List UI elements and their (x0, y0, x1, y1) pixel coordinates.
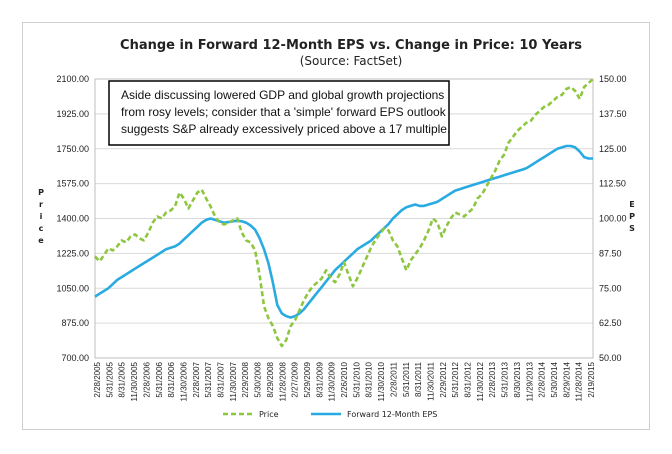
left-y-axis-label: Price (38, 188, 44, 245)
x-tick-label: 11/30/2006 (179, 361, 188, 401)
x-tick-label: 2/29/2012 (439, 361, 448, 397)
legend: Price Forward 12-Month EPS (223, 410, 437, 419)
x-tick-label: 5/31/2007 (204, 361, 213, 397)
eps-vs-price-chart: Change in Forward 12-Month EPS vs. Chang… (38, 38, 635, 419)
x-tick-label: 11/30/2011 (426, 361, 435, 400)
x-tick-label: 2/28/2006 (142, 361, 151, 397)
left-y-axis-label-letter: r (39, 200, 43, 209)
right-y-tick-label: 100.00 (599, 214, 627, 224)
x-tick-label: 11/30/2010 (377, 361, 386, 401)
x-tick-label: 5/29/2009 (303, 361, 312, 397)
right-y-tick-label: 50.00 (599, 353, 622, 363)
x-tick-label: 2/28/2011 (389, 361, 398, 397)
right-y-axis-label-letter: P (629, 212, 635, 221)
left-y-axis-label-letter: i (40, 212, 43, 221)
left-y-tick-label: 700.00 (61, 353, 89, 363)
x-tick-label: 5/31/2006 (155, 361, 164, 397)
left-y-axis-label-letter: e (38, 236, 44, 245)
left-y-tick-label: 1400.00 (56, 214, 89, 224)
right-y-axis-label: EPS (629, 200, 635, 233)
x-tick-label: 11/30/2009 (328, 361, 337, 401)
x-tick-label: 2/26/2010 (340, 361, 349, 397)
x-tick-label: 11/28/2014 (575, 361, 584, 401)
x-tick-label: 8/31/2011 (414, 361, 423, 397)
series-line-price (94, 78, 594, 348)
x-tick-label: 11/30/2005 (130, 361, 139, 401)
x-tick-label: 5/31/2011 (402, 361, 411, 397)
right-y-tick-label: 125.00 (599, 144, 627, 154)
left-y-tick-label: 1750.00 (56, 144, 89, 154)
right-y-axis-label-letter: E (629, 200, 634, 209)
right-y-tick-label: 137.50 (599, 109, 627, 119)
right-y-tick-label: 75.00 (599, 283, 622, 293)
left-y-tick-label: 875.00 (61, 318, 89, 328)
x-tick-label: 11/28/2008 (278, 361, 287, 401)
annotation-line-2: from rosy levels; consider that a 'simpl… (121, 105, 447, 119)
x-tick-label: 5/30/2008 (254, 361, 263, 397)
x-tick-label: 8/31/2006 (167, 361, 176, 397)
x-tick-label: 5/31/2010 (352, 361, 361, 397)
chart-frame: Change in Forward 12-Month EPS vs. Chang… (22, 22, 650, 430)
x-tick-label: 2/28/2013 (488, 361, 497, 397)
x-tick-label: 2/28/2014 (538, 361, 547, 397)
chart-subtitle: (Source: FactSet) (300, 54, 403, 68)
x-tick-label: 5/31/2012 (451, 361, 460, 397)
x-tick-label: 8/31/2012 (464, 361, 473, 397)
right-y-tick-label: 112.50 (599, 179, 626, 189)
right-y-axis-label-letter: S (629, 224, 635, 233)
left-y-axis-ticks: 2100.00 1925.00 1750.00 1575.00 1400.00 1225.… (56, 74, 89, 363)
x-tick-label: 5/31/2005 (105, 361, 114, 397)
chart-title: Change in Forward 12-Month EPS vs. Chang… (120, 38, 582, 53)
annotation-box: Aside discussing lowered GDP and global … (108, 80, 450, 146)
left-y-axis-label-letter: c (39, 224, 44, 233)
annotation-line-3: suggests S&P already excessively priced … (121, 122, 450, 136)
series-line-forward-eps (94, 144, 593, 319)
x-tick-label: 2/27/2009 (291, 361, 300, 397)
x-tick-label: 2/29/2008 (241, 361, 250, 397)
left-y-tick-label: 2100.00 (56, 74, 89, 84)
x-tick-label: 11/30/2012 (476, 361, 485, 401)
legend-label-price: Price (259, 410, 279, 419)
x-tick-label: 5/30/2014 (550, 361, 559, 397)
x-tick-label: 11/30/2007 (229, 361, 238, 401)
plot-area-border (94, 78, 594, 359)
right-y-tick-label: 87.50 (599, 248, 622, 258)
x-tick-label: 2/28/2005 (93, 361, 102, 397)
x-tick-label: 8/31/2010 (365, 361, 374, 397)
x-tick-label: 8/30/2013 (513, 361, 522, 397)
x-tick-label: 5/31/2013 (501, 361, 510, 397)
legend-label-eps: Forward 12-Month EPS (347, 410, 437, 419)
x-tick-label: 8/31/2009 (315, 361, 324, 397)
x-tick-label: 8/31/2005 (118, 361, 127, 397)
x-tick-label: 2/28/2007 (192, 361, 201, 397)
x-tick-label: 11/29/2013 (525, 361, 534, 401)
x-axis-ticks: 2/28/2005 5/31/2005 8/31/2005 11/30/2005 2/2… (93, 361, 596, 401)
annotation-line-1: Aside discussing lowered GDP and global … (121, 88, 444, 102)
left-y-tick-label: 1050.00 (56, 283, 89, 293)
left-y-tick-label: 1925.00 (56, 109, 89, 119)
x-tick-label: 8/31/2007 (217, 361, 226, 397)
right-y-tick-label: 62.50 (599, 318, 622, 328)
left-y-axis-label-letter: P (38, 188, 44, 197)
left-y-tick-label: 1225.00 (56, 248, 89, 258)
right-y-axis-ticks: 150.00 137.50 125.00 112.50 100.00 87.50 75.00… (599, 74, 627, 363)
left-y-tick-label: 1575.00 (56, 179, 89, 189)
right-y-tick-label: 150.00 (599, 74, 627, 84)
x-tick-label: 2/19/2015 (587, 361, 596, 397)
x-tick-label: 8/29/2014 (562, 361, 571, 397)
x-tick-label: 8/29/2008 (266, 361, 275, 397)
